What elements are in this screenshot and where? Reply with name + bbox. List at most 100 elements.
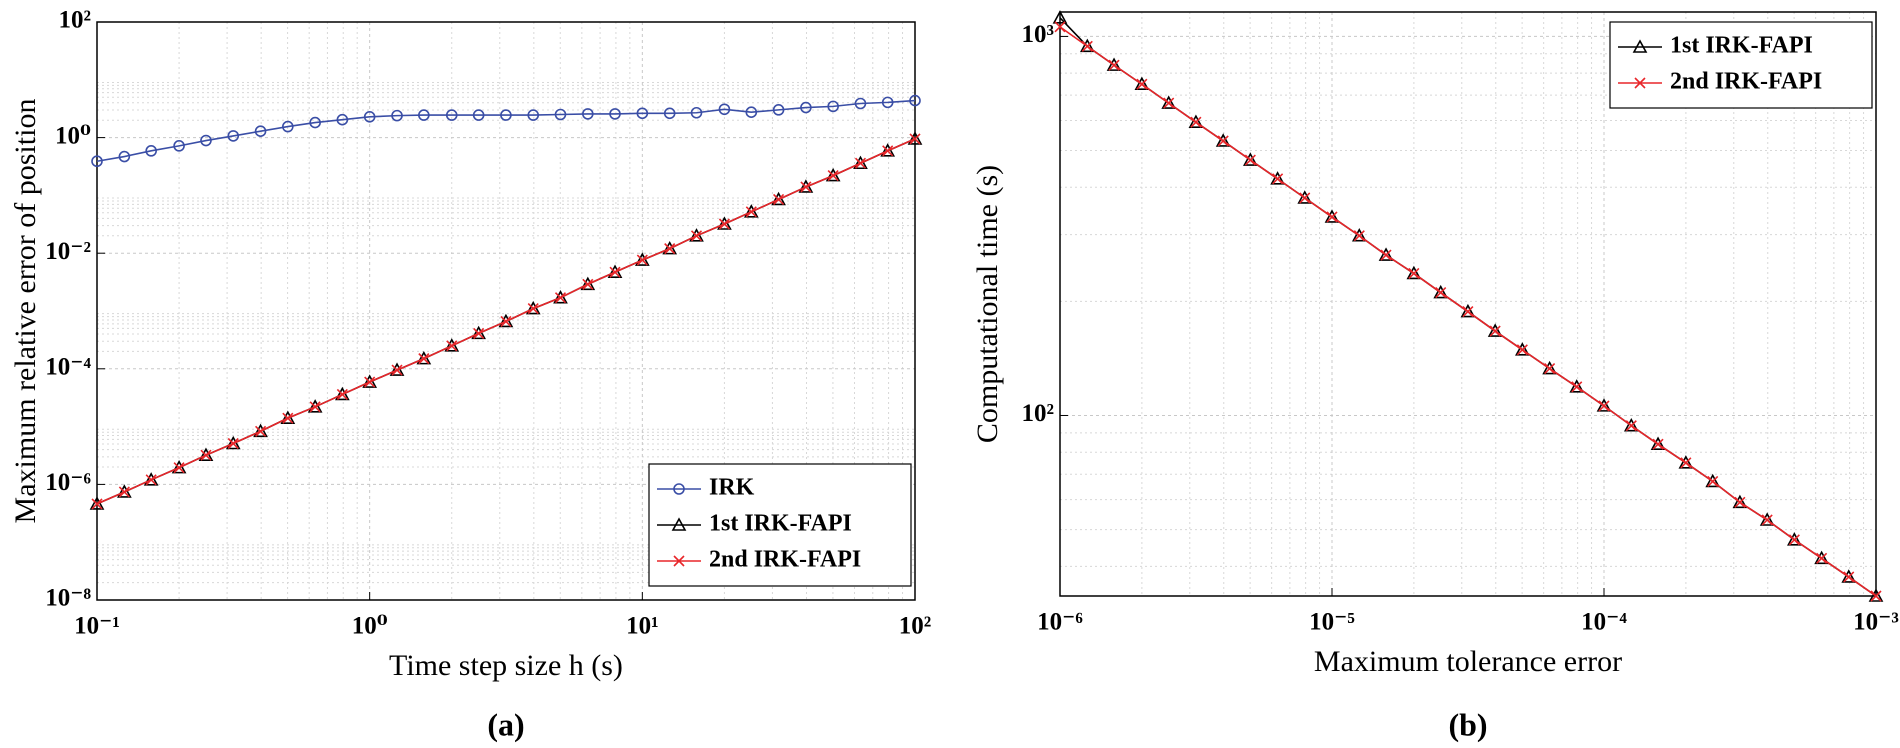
marker [1544,362,1556,375]
marker [227,437,239,450]
marker [609,108,621,120]
marker [1163,97,1175,109]
marker [416,350,432,365]
panel-label: (a) [487,706,524,742]
marker [1190,116,1202,128]
legend-label: 1st IRK-FAPI [1670,33,1813,59]
marker [882,145,894,157]
marker [1435,286,1447,299]
legend-label: IRK [709,475,755,501]
marker [553,290,568,304]
marker [282,412,294,424]
marker [282,120,294,133]
marker [827,100,839,113]
marker [91,155,103,168]
x-tick-label: 10⁻⁵ [1309,609,1355,636]
marker [527,109,540,121]
marker [827,170,839,182]
marker [909,94,921,107]
panel-label: (b) [1448,706,1487,742]
marker [1297,190,1313,204]
marker [1569,379,1585,393]
marker [1351,228,1367,242]
marker [1870,590,1882,602]
legend-box [1609,21,1873,109]
marker [254,125,267,138]
marker [636,254,648,266]
marker [1678,455,1694,469]
marker [1054,21,1066,33]
marker [1270,171,1285,185]
marker [445,109,458,121]
marker [498,313,514,328]
marker [1816,552,1828,564]
marker [1787,532,1802,546]
marker [718,218,730,230]
marker [171,459,187,474]
marker [1353,230,1365,242]
marker [909,133,921,145]
marker [800,101,812,114]
marker [418,353,430,365]
marker [1759,512,1775,526]
marker [1732,494,1748,509]
marker [1272,173,1284,185]
marker [690,106,703,119]
plot-area [1060,12,1876,596]
axes-frame [1059,11,1877,597]
x-axis-label: Time step size h (s) [389,649,623,682]
legend-marker [1632,39,1648,53]
marker [1217,135,1229,147]
marker [1489,325,1501,337]
y-tick-label: 10⁻² [45,238,91,265]
series-line [96,99,916,163]
marker [1406,265,1422,280]
marker [336,388,348,401]
marker [1299,192,1311,204]
marker [690,230,703,242]
marker [1324,209,1340,223]
x-tick-label: 10⁻¹ [74,613,120,640]
marker [907,131,923,145]
marker [173,140,185,152]
marker [1378,247,1394,261]
marker [1108,59,1120,71]
y-tick-label: 10⁰ [55,122,91,149]
marker [1326,211,1338,223]
marker [582,278,594,290]
marker [609,266,621,278]
marker [145,474,157,486]
marker [1106,57,1122,71]
marker [118,150,131,163]
y-tick-label: 10² [59,7,92,34]
legend-label: 1st IRK-FAPI [709,511,852,537]
marker [527,303,539,315]
marker [363,111,376,123]
marker [1215,133,1231,147]
legend-label: 2nd IRK-FAPI [1670,69,1822,95]
marker [364,376,376,388]
marker [662,240,678,255]
x-tick-label: 10⁻³ [1853,609,1899,636]
x-tick-label: 10⁻⁴ [1581,609,1627,636]
marker [1571,381,1583,393]
legend-marker [671,517,687,531]
legend-marker [673,483,685,495]
marker [1433,284,1449,299]
marker [446,340,458,352]
marker [1680,457,1692,469]
marker [1814,550,1829,565]
x-tick-label: 10¹ [626,613,659,640]
marker [554,292,567,304]
marker [1136,78,1148,90]
y-tick-label: 10³ [1022,21,1055,48]
marker [200,134,212,147]
marker [1134,76,1150,91]
marker [173,462,185,474]
marker [336,113,349,126]
marker [1161,95,1177,109]
marker [391,109,403,122]
marker [500,315,512,327]
marker [1243,152,1258,166]
marker [1081,40,1093,52]
